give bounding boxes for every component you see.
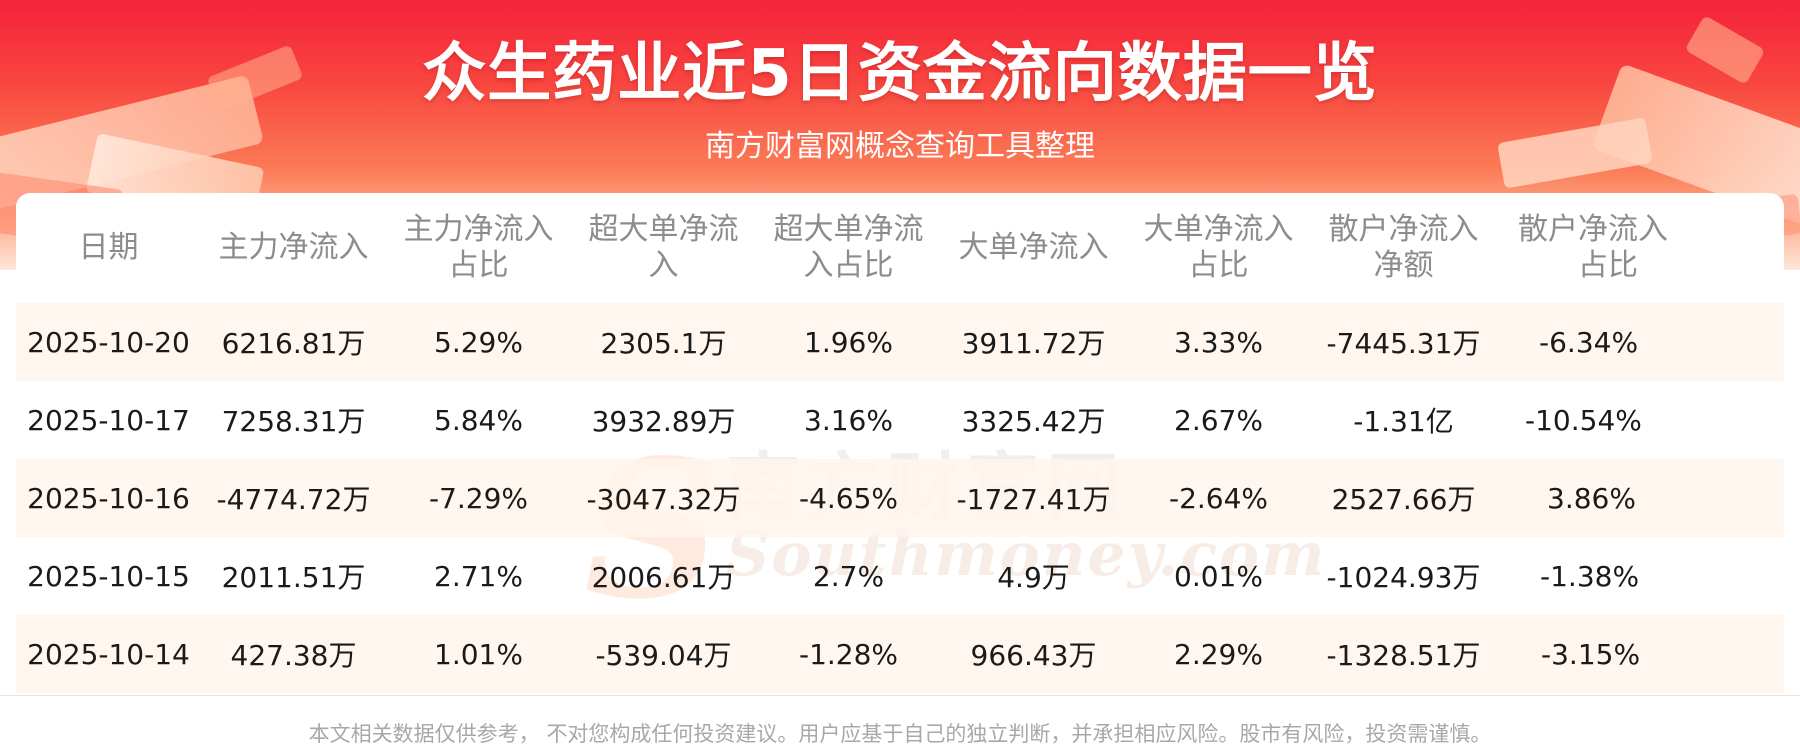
cell-super-large-net-inflow: 2006.61万	[591, 561, 736, 594]
cell-large-net-inflow-ratio: 0.01%	[1174, 559, 1263, 593]
cell-main-net-inflow: -4774.72万	[201, 459, 386, 537]
footer	[0, 695, 1800, 744]
header-large-net-inflow: 大单净流入	[958, 230, 1109, 265]
cell-super-large-net-inflow-ratio: -1.28%	[756, 615, 941, 693]
page-subtitle: 南方财富网概念查询工具整理	[705, 129, 1095, 164]
cell-date: 2025-10-14	[16, 615, 201, 693]
cell-retail-net-inflow-ratio: -10.54%	[1525, 403, 1642, 437]
cell-retail-net-inflow-amount: -7445.31万	[1311, 303, 1496, 381]
cell-main-net-inflow: 427.38万	[201, 615, 386, 693]
cell-retail-net-inflow-ratio: -1.38%	[1540, 559, 1640, 593]
cell-super-large-net-inflow-ratio: 3.16%	[804, 403, 893, 437]
header-main-net-inflow-ratio: 主力净流入 占比	[403, 212, 554, 283]
header-retail-net-inflow-amount: 散户净流入 净额	[1328, 212, 1479, 283]
header-large-net-inflow-ratio: 大单净流入 占比	[1143, 212, 1294, 283]
cell-retail-net-inflow-ratio: 3.86%	[1496, 459, 1784, 537]
cell-main-net-inflow: 7258.31万	[221, 405, 366, 438]
cell-retail-net-inflow-amount: -1024.93万	[1326, 561, 1481, 594]
cell-retail-net-inflow-amount: -1.31亿	[1353, 405, 1454, 438]
cell-large-net-inflow-ratio: 2.29%	[1126, 615, 1311, 693]
cell-retail-net-inflow-ratio: -3.15%	[1496, 615, 1784, 693]
cell-super-large-net-inflow: 2305.1万	[571, 303, 756, 381]
table-header-row: 日期 主力净流入 主力净流入 占比 超大单净流入 超大单净流 入占比 大单净流入 大…	[16, 193, 1784, 303]
cell-date: 2025-10-16	[16, 459, 201, 537]
cell-super-large-net-inflow-ratio: -4.65%	[756, 459, 941, 537]
cell-large-net-inflow: 4.9万	[997, 561, 1070, 594]
cell-date: 2025-10-15	[27, 559, 190, 593]
cell-large-net-inflow: 3911.72万	[941, 303, 1126, 381]
cell-super-large-net-inflow: -539.04万	[571, 615, 756, 693]
cell-date: 2025-10-20	[16, 303, 201, 381]
cell-retail-net-inflow-amount: 2527.66万	[1311, 459, 1496, 537]
cell-large-net-inflow-ratio: 3.33%	[1126, 303, 1311, 381]
cell-main-net-inflow-ratio: 5.84%	[434, 403, 523, 437]
header-main-net-inflow: 主力净流入	[218, 230, 369, 265]
data-card: S 南方财富网 Southmoney.com 日期 主力净流入 主力净流入占比 …	[16, 193, 1784, 693]
table-row: 2025-10-16 -4774.72万 -7.29% -3047.32万 -4…	[16, 459, 1784, 537]
cell-main-net-inflow-ratio: -7.29%	[386, 459, 571, 537]
cell-main-net-inflow: 2011.51万	[221, 561, 366, 594]
cell-main-net-inflow-ratio: 1.01%	[386, 615, 571, 693]
cell-main-net-inflow: 6216.81万	[201, 303, 386, 381]
header-retail-net-inflow-ratio: 散户净流入 占比	[1518, 212, 1668, 283]
cell-large-net-inflow: -1727.41万	[941, 459, 1126, 537]
header-super-large-net-inflow-ratio: 超大单净流 入占比	[773, 212, 924, 283]
cell-large-net-inflow-ratio: 2.67%	[1174, 403, 1263, 437]
disclaimer-text: 本文相关数据仅供参考， 不对您构成任何投资建议。用户应基于自己的独立判断，并承担…	[308, 722, 1492, 746]
table-row: 2025-10-20 6216.81万 5.29% 2305.1万 1.96% …	[16, 303, 1784, 381]
cell-large-net-inflow: 966.43万	[941, 615, 1126, 693]
cell-super-large-net-inflow: 3932.89万	[591, 405, 736, 438]
table-row: 2025-10-14 427.38万 1.01% -539.04万 -1.28%…	[16, 615, 1784, 693]
cell-date: 2025-10-17	[27, 403, 190, 437]
cell-main-net-inflow-ratio: 2.71%	[434, 559, 523, 593]
cell-retail-net-inflow-ratio: -6.34%	[1496, 303, 1784, 381]
table-row: 2025-10-15 2011.51万 2.71% 2006.61万 2.7% …	[16, 537, 1784, 615]
fund-flow-table: 日期 主力净流入 主力净流入 占比 超大单净流入 超大单净流 入占比 大单净流入 大…	[16, 193, 1784, 693]
cell-super-large-net-inflow-ratio: 2.7%	[812, 559, 885, 593]
cell-super-large-net-inflow-ratio: 1.96%	[756, 303, 941, 381]
page-title: 众生药业近5日资金流向数据一览	[422, 37, 1378, 111]
header-super-large-net-inflow: 超大单净流入	[588, 212, 739, 283]
header-date: 日期	[78, 230, 139, 265]
cell-retail-net-inflow-amount: -1328.51万	[1311, 615, 1496, 693]
table-row: 2025-10-17 7258.31万 5.84% 3932.89万 3.16%…	[16, 381, 1784, 459]
cell-super-large-net-inflow: -3047.32万	[571, 459, 756, 537]
cell-large-net-inflow-ratio: -2.64%	[1126, 459, 1311, 537]
cell-large-net-inflow: 3325.42万	[961, 405, 1106, 438]
cell-main-net-inflow-ratio: 5.29%	[386, 303, 571, 381]
